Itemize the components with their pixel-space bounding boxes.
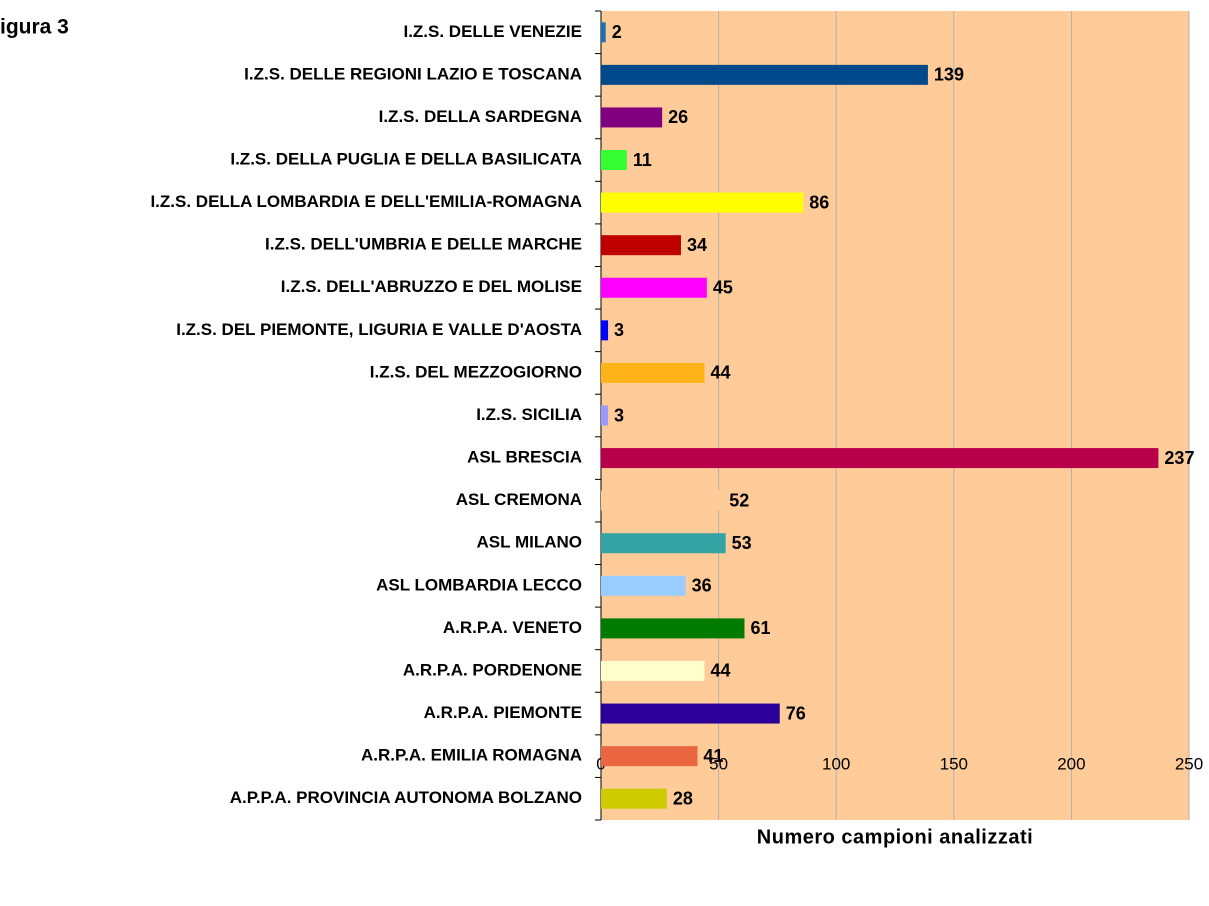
x-tick-label: 100: [822, 754, 850, 773]
value-label: 44: [710, 661, 730, 681]
plot-area: [601, 11, 1189, 820]
bar: [601, 448, 1159, 469]
x-tick-label: 200: [1057, 754, 1085, 773]
bar: [601, 235, 681, 256]
bar: [601, 107, 663, 128]
y-tick-label: ASL CREMONA: [456, 490, 582, 509]
chart-title: igura 3: [0, 16, 69, 39]
bar: [601, 660, 705, 681]
x-tick-label: 250: [1175, 754, 1203, 773]
bar: [601, 150, 627, 171]
y-tick-label: I.Z.S. DELLA LOMBARDIA E DELL'EMILIA-ROM…: [150, 192, 582, 211]
bar: [601, 788, 667, 809]
bar: [601, 575, 686, 596]
bar: [601, 277, 707, 298]
x-tick-label: 150: [940, 754, 968, 773]
bar: [601, 490, 724, 511]
bar: [601, 362, 705, 383]
y-tick-label: I.Z.S. DELLE VENEZIE: [403, 22, 582, 41]
value-label: 3: [614, 320, 624, 340]
value-label: 44: [710, 363, 730, 383]
value-label: 11: [633, 150, 652, 170]
y-tick-label: ASL BRESCIA: [467, 448, 582, 467]
value-label: 53: [732, 533, 752, 553]
x-axis-title: Numero campioni analizzati: [757, 826, 1033, 848]
bar: [601, 533, 726, 554]
bar: [601, 320, 609, 341]
value-label: 34: [687, 235, 707, 255]
y-tick-label: A.R.P.A. VENETO: [443, 618, 582, 637]
value-label: 2: [612, 22, 622, 42]
value-label: 3: [614, 405, 624, 425]
bar: [601, 405, 609, 426]
value-label: 61: [750, 618, 770, 638]
y-tick-label: ASL LOMBARDIA LECCO: [376, 575, 582, 594]
bar: [601, 703, 780, 724]
bar: [601, 192, 804, 213]
y-tick-label: A.R.P.A. PIEMONTE: [424, 703, 582, 722]
value-label: 86: [809, 192, 829, 212]
value-label: 36: [692, 576, 712, 596]
y-tick-label: A.R.P.A. EMILIA ROMAGNA: [361, 746, 582, 765]
y-tick-label: A.P.P.A. PROVINCIA AUTONOMA BOLZANO: [230, 788, 582, 807]
value-label: 41: [703, 746, 723, 766]
y-tick-label: I.Z.S. DEL PIEMONTE, LIGURIA E VALLE D'A…: [176, 320, 582, 339]
bar: [601, 64, 928, 85]
bar: [601, 746, 698, 767]
y-tick-label: I.Z.S. DEL MEZZOGIORNO: [370, 362, 582, 381]
value-label: 139: [934, 65, 964, 85]
x-tick-label: 50: [709, 754, 728, 773]
value-label: 52: [729, 490, 749, 510]
y-tick-label: I.Z.S. DELLE REGIONI LAZIO E TOSCANA: [244, 64, 582, 83]
value-label: 28: [673, 788, 693, 808]
y-tick-label: I.Z.S. DELLA SARDEGNA: [379, 107, 582, 126]
value-label: 237: [1164, 448, 1194, 468]
y-tick-label: I.Z.S. DELLA PUGLIA E DELLA BASILICATA: [230, 150, 582, 169]
value-label: 45: [713, 278, 733, 298]
y-tick-label: I.Z.S. SICILIA: [476, 405, 582, 424]
bar: [601, 22, 606, 43]
value-label: 76: [786, 703, 806, 723]
y-tick-label: I.Z.S. DELL'UMBRIA E DELLE MARCHE: [265, 235, 582, 254]
value-label: 26: [668, 107, 688, 127]
y-tick-label: I.Z.S. DELL'ABRUZZO E DEL MOLISE: [281, 277, 582, 296]
bar: [601, 618, 745, 639]
y-tick-label: ASL MILANO: [477, 533, 582, 552]
y-tick-label: A.R.P.A. PORDENONE: [403, 660, 582, 679]
